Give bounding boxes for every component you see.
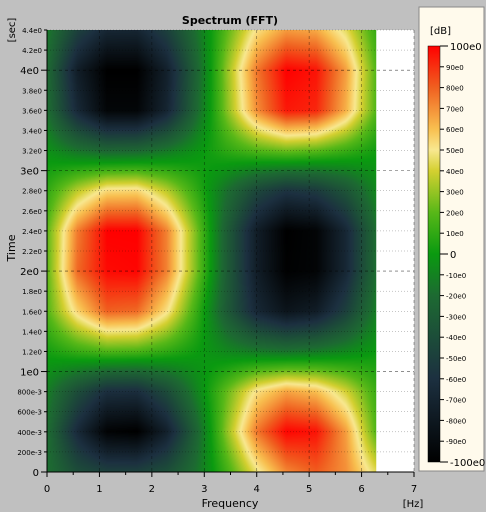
colorbar-tick-label: 50e0 — [446, 147, 464, 155]
colorbar-tick-label: -20e0 — [446, 293, 466, 301]
y-minor-tick-label: 2.4e0 — [22, 228, 42, 236]
x-tick-label: 5 — [306, 484, 312, 495]
y-minor-tick-label: 1.2e0 — [22, 348, 42, 356]
y-minor-tick-label: 3.4e0 — [22, 127, 42, 135]
x-axis-ticks: 0 1 2 3 4 5 6 7 — [44, 472, 417, 495]
colorbar-tick-label: -30e0 — [446, 313, 466, 321]
chart-title: Spectrum (FFT) — [182, 14, 278, 27]
y-minor-tick-label: 2.6e0 — [22, 208, 42, 216]
y-minor-tick-label: 1.6e0 — [22, 308, 42, 316]
x-tick-label: 2 — [149, 484, 155, 495]
colorbar-tick-label: 0 — [450, 250, 456, 261]
y-tick-label: 0 — [33, 468, 39, 479]
y-tick-label: 4e0 — [20, 66, 39, 77]
y-minor-tick-label: 3.8e0 — [22, 87, 42, 95]
x-tick-label: 0 — [44, 484, 50, 495]
x-tick-label: 6 — [358, 484, 364, 495]
y-minor-tick-label: 1.8e0 — [22, 288, 42, 296]
colorbar-strip — [427, 45, 441, 463]
x-axis-label: Frequency — [202, 497, 259, 510]
colorbar-tick-label: 30e0 — [446, 189, 464, 197]
colorbar-unit: [dB] — [430, 26, 451, 37]
y-tick-label: 2e0 — [20, 267, 39, 278]
y-tick-label: 3e0 — [20, 167, 39, 178]
colorbar-tick-label: -70e0 — [446, 397, 466, 405]
x-tick-label: 7 — [411, 484, 417, 495]
x-axis-unit: [Hz] — [403, 499, 424, 510]
colorbar-tick-label: 40e0 — [446, 168, 464, 176]
colorbar-tick-label: 60e0 — [446, 126, 464, 134]
y-minor-tick-label: 2.2e0 — [22, 248, 42, 256]
y-axis-ticks: 0 1e0 2e0 3e0 4e0 200e-3 400e-3 600e-3 800e-3 1.2… — [17, 27, 47, 479]
colorbar-tick-label: 70e0 — [446, 105, 464, 113]
y-tick-label: 1e0 — [20, 368, 39, 379]
colorbar-tick-label: 10e0 — [446, 230, 464, 238]
colorbar-tick-label: -100e0 — [450, 458, 485, 469]
grid-layer — [47, 29, 415, 472]
x-tick-label: 4 — [254, 484, 260, 495]
y-minor-tick-label: 800e-3 — [17, 389, 42, 397]
y-minor-tick-label: 400e-3 — [17, 429, 42, 437]
colorbar-tick-label: 20e0 — [446, 209, 464, 217]
y-minor-tick-label: 200e-3 — [17, 449, 42, 457]
colorbar-tick-label: -40e0 — [446, 334, 466, 342]
y-axis-unit: [sec] — [7, 18, 18, 43]
y-axis-label: Time — [5, 234, 18, 262]
y-minor-tick-label: 3.2e0 — [22, 148, 42, 156]
y-minor-tick-label: 2.8e0 — [22, 188, 42, 196]
y-minor-tick-label: 600e-3 — [17, 409, 42, 417]
x-tick-label: 1 — [96, 484, 102, 495]
colorbar-tick-label: 90e0 — [446, 64, 464, 72]
y-minor-tick-label: 3.6e0 — [22, 107, 42, 115]
colorbar-ticks: 100e0 90e0 80e0 70e0 60e0 50e0 40e0 30e0 20e0 10e… — [440, 42, 485, 469]
colorbar-tick-label: 100e0 — [450, 42, 482, 53]
heatmap-image — [47, 30, 377, 472]
y-minor-tick-label: 4.2e0 — [22, 47, 42, 55]
colorbar-tick-label: 80e0 — [446, 85, 464, 93]
y-minor-tick-label: 1.4e0 — [22, 328, 42, 336]
colorbar-tick-label: -10e0 — [446, 272, 466, 280]
colorbar-tick-label: -80e0 — [446, 417, 466, 425]
colorbar-tick-label: -90e0 — [446, 438, 466, 446]
colorbar-tick-label: -60e0 — [446, 376, 466, 384]
y-minor-tick-label: 4.4e0 — [22, 27, 42, 35]
x-tick-label: 3 — [201, 484, 207, 495]
colorbar-tick-label: -50e0 — [446, 355, 466, 363]
